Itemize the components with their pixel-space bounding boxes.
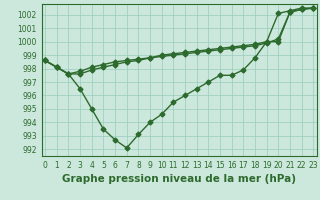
X-axis label: Graphe pression niveau de la mer (hPa): Graphe pression niveau de la mer (hPa) — [62, 174, 296, 184]
